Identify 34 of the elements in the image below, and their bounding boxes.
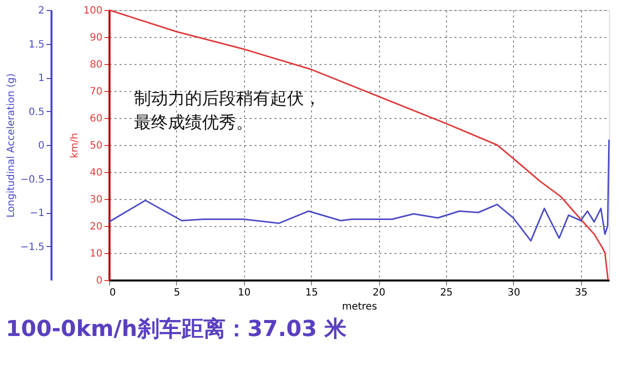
y2-tick-label: 0 — [38, 140, 44, 152]
annotation: 最终成绩优秀。 — [134, 113, 253, 133]
line-series — [108, 138, 610, 242]
x-tick-label: 15 — [305, 288, 318, 298]
x-tick-label: 10 — [238, 288, 251, 298]
y-tick-label: 30 — [90, 194, 102, 206]
y2-tick-label: 1.5 — [28, 39, 44, 50]
x-tick-label: 30 — [507, 288, 520, 298]
text: 100-0km/h刹车距离：37.03 米 — [6, 316, 348, 342]
x-tick-label: 25 — [440, 288, 453, 298]
y-tick-label: 10 — [90, 248, 102, 260]
y-tick-label: 20 — [90, 222, 102, 232]
y2-tick-label: −0.5 — [20, 174, 44, 186]
y-tick-label: 0 — [96, 276, 102, 286]
y2-tick-label: −1.5 — [20, 242, 44, 253]
y2-tick-label: −1 — [30, 208, 44, 219]
y-tick-label: 50 — [90, 140, 102, 152]
y-tick-label: 90 — [90, 32, 102, 44]
y-axis-title: km/h — [69, 132, 80, 158]
y-tick-label: 100 — [83, 6, 102, 16]
x-tick-label: 0 — [110, 288, 116, 298]
y-tick-label: 60 — [90, 114, 102, 124]
y2-tick-label: 1 — [38, 73, 44, 84]
y-tick-label: 70 — [90, 86, 102, 98]
y2-tick-label: 2 — [38, 6, 44, 16]
y-tick-label: 80 — [90, 60, 102, 70]
annotation: 制动力的后段稍有起伏， — [134, 89, 321, 109]
x-tick-label: 5 — [174, 288, 180, 298]
y2-axis-title: Longitudinal Acceleration (g) — [6, 73, 18, 218]
x-tick-label: 20 — [372, 288, 386, 298]
x-axis-title: metres — [342, 302, 378, 312]
y2-tick-label: 0.5 — [28, 106, 44, 118]
y-tick-label: 40 — [90, 168, 102, 178]
x-tick-label: 35 — [574, 288, 588, 298]
